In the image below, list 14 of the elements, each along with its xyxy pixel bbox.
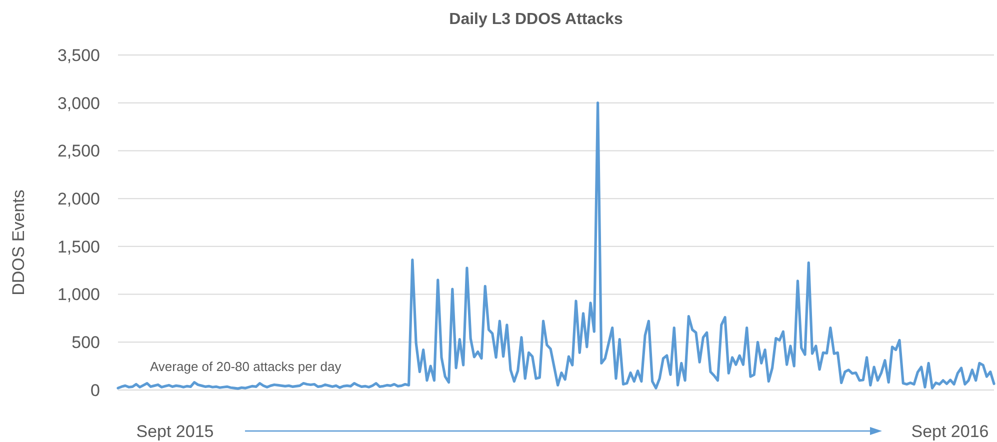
y-tick-label: 1,500: [57, 237, 100, 256]
y-tick-label: 500: [72, 333, 100, 352]
y-tick-label: 3,000: [57, 94, 100, 113]
text: Sept 2015: [136, 422, 214, 441]
y-tick-label: 2,000: [57, 190, 100, 209]
chart-title: Daily L3 DDOS Attacks: [449, 11, 623, 28]
y-tick-label: 1,000: [57, 285, 100, 304]
y-tick-label: 2,500: [57, 142, 100, 161]
y-tick-label: 3,500: [57, 46, 100, 65]
annotation: Average of 20-80 attacks per day: [150, 359, 342, 374]
y-tick-label: 0: [90, 380, 100, 400]
text: Sept 2016: [911, 422, 989, 441]
y-axis-title: DDOS Events: [9, 190, 28, 296]
line-series: [116, 102, 996, 390]
